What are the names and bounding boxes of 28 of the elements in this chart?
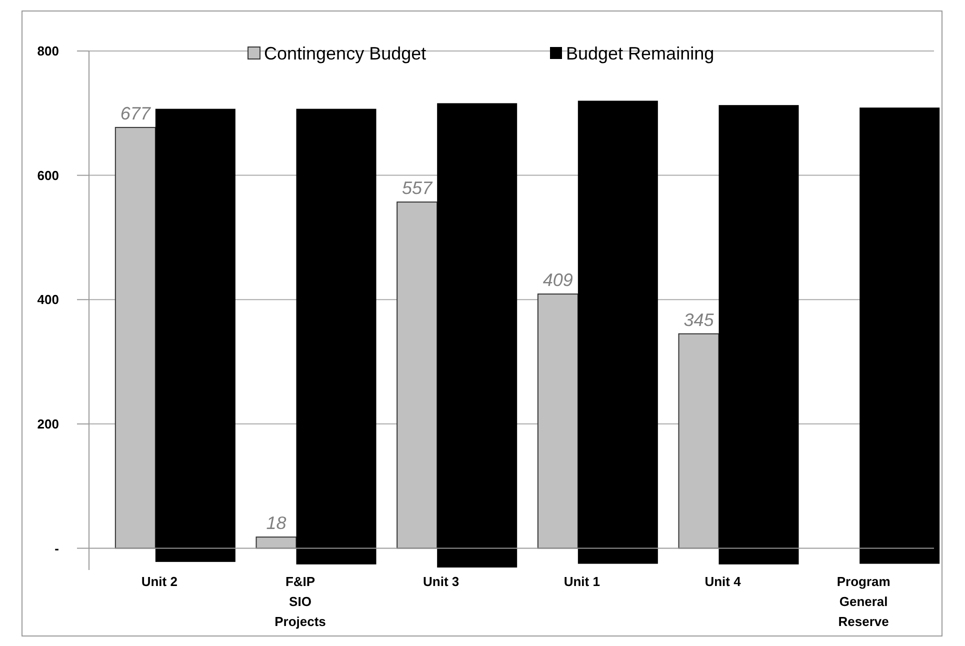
bar	[537, 294, 578, 549]
data-label: 345	[684, 310, 715, 330]
bar	[296, 108, 376, 564]
x-tick-label: Unit 1	[564, 574, 600, 589]
x-tick-label: Unit 3	[423, 574, 460, 589]
y-tick-label: 800	[37, 44, 59, 59]
legend-label: Contingency Budget	[264, 43, 426, 64]
bar	[678, 333, 720, 549]
data-label: 677	[120, 103, 152, 124]
y-tick-label: 400	[37, 292, 59, 308]
bar	[437, 103, 518, 568]
legend-label: Budget Remaining	[566, 43, 714, 64]
y-tick-label: -	[54, 540, 59, 556]
bar	[396, 202, 438, 549]
bar	[114, 126, 156, 549]
x-tick-label: F&IP SIO Projects	[274, 574, 326, 629]
x-tick-label: Unit 4	[704, 574, 742, 589]
data-label: 409	[542, 270, 573, 290]
data-label: 557	[402, 178, 434, 198]
bar	[155, 108, 236, 562]
bar	[718, 105, 799, 564]
x-tick-label: Program General Reserve	[836, 574, 890, 629]
data-label: 18	[266, 513, 286, 534]
y-tick-label: 200	[37, 416, 59, 432]
y-tick-label: 600	[37, 168, 59, 183]
x-tick-label: Unit 2	[141, 574, 178, 589]
bar	[860, 108, 940, 564]
bar	[578, 100, 658, 564]
